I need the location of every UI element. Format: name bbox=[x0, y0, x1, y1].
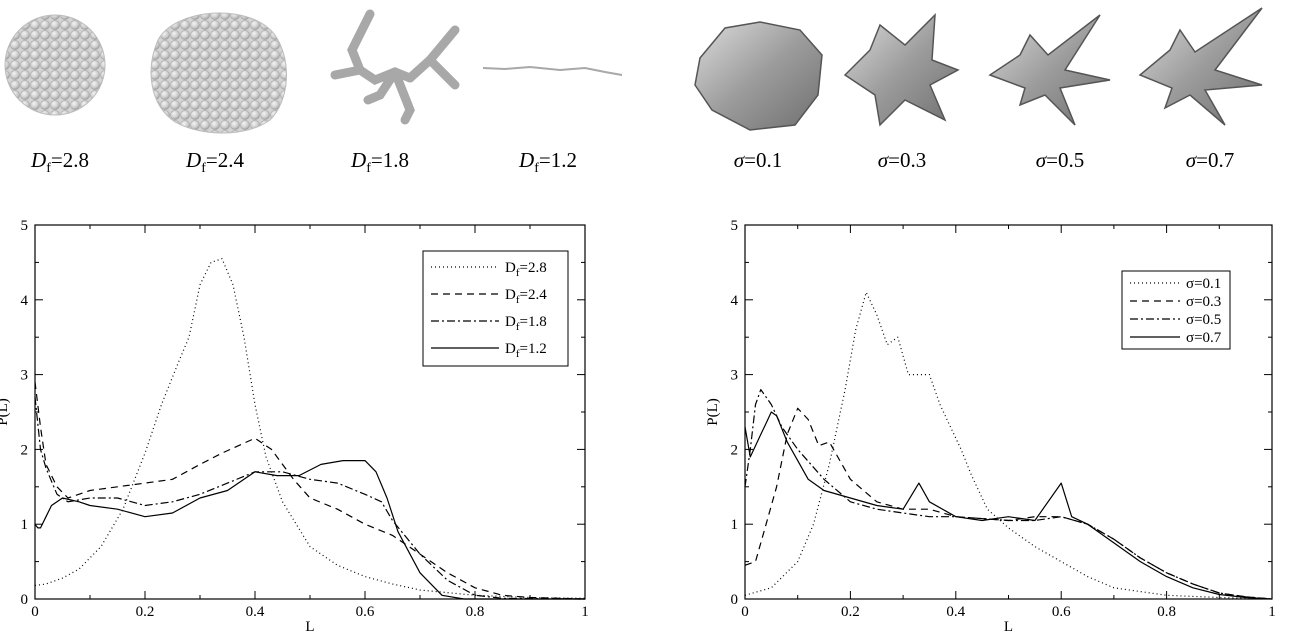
y-tick-label: 2 bbox=[21, 442, 29, 458]
y-tick-label: 0 bbox=[731, 592, 739, 608]
y-tick-label: 3 bbox=[21, 368, 29, 384]
legend-entry: σ=0.3 bbox=[1186, 294, 1221, 310]
x-tick-label: 0.4 bbox=[246, 604, 265, 620]
x-tick-label: 1 bbox=[1268, 604, 1276, 620]
legend-entry: Df=1.8 bbox=[505, 314, 547, 333]
y-tick-label: 4 bbox=[21, 293, 29, 309]
y-axis-label: P(L) bbox=[705, 398, 721, 426]
x-tick-label: 0.6 bbox=[356, 604, 375, 620]
x-axis-label: L bbox=[305, 619, 314, 635]
legend: Df=2.8 Df=2.4 Df=1.8 Df=1.2 bbox=[422, 250, 569, 367]
y-tick-label: 4 bbox=[731, 293, 739, 309]
legend-box bbox=[1121, 270, 1231, 350]
series-line-4 bbox=[744, 411, 1273, 600]
x-tick-label: 0.2 bbox=[841, 604, 860, 620]
y-tick-label: 0 bbox=[21, 592, 29, 608]
series-line-3 bbox=[34, 396, 586, 600]
legend-box bbox=[422, 250, 569, 367]
legend-entry: σ=0.7 bbox=[1186, 330, 1222, 346]
y-axis-label: P(L) bbox=[0, 398, 11, 426]
aggregate-image-df-2-4 bbox=[150, 12, 287, 134]
legend-entry: Df=1.2 bbox=[505, 341, 547, 360]
caption-df-1-2: Df=1.2 bbox=[519, 148, 577, 177]
y-tick-label: 1 bbox=[21, 517, 29, 533]
caption-sigma-0-1: σ=0.1 bbox=[733, 148, 783, 172]
y-tick-label: 5 bbox=[21, 218, 29, 234]
chart-sigma: 0 0.2 0.4 0.6 0.8 1 0 1 2 3 4 5 L P(L) σ=0.1 σ=0.3 σ=0.5… bbox=[705, 218, 1276, 635]
caption-df-2-4: Df=2.4 bbox=[186, 148, 244, 177]
legend-entry: Df=2.4 bbox=[505, 287, 547, 306]
caption-df-1-8: Df=1.8 bbox=[351, 148, 409, 177]
x-tick-label: 0.4 bbox=[946, 604, 965, 620]
chart-df: 0 0.2 0.4 0.6 0.8 1012345LP(L)Df=2.8Df=2.4Df=… bbox=[0, 218, 589, 635]
x-tick-label: 0.8 bbox=[466, 604, 485, 620]
x-tick-label: 1 bbox=[581, 604, 589, 620]
caption-sigma-0-7: σ=0.7 bbox=[1185, 148, 1235, 172]
y-tick-label: 3 bbox=[731, 368, 739, 384]
crystal-image-sigma-0-1 bbox=[694, 21, 823, 131]
y-tick-label: 5 bbox=[731, 218, 739, 234]
x-tick-label: 0 bbox=[741, 604, 749, 620]
x-tick-label: 0.6 bbox=[1052, 604, 1071, 620]
x-tick-label: 0 bbox=[31, 604, 39, 620]
crystal-image-sigma-0-5 bbox=[988, 14, 1111, 126]
thumbnail-images bbox=[4, 7, 1263, 134]
legend-entry: Df=2.8 bbox=[505, 260, 547, 279]
thumbnail-row: Df=2.8 Df=2.4 Df=1.8 Df=1.2 σ=0.1 σ=0.3 … bbox=[0, 0, 1296, 185]
legend-entry: σ=0.1 bbox=[1186, 276, 1221, 292]
y-tick-label: 1 bbox=[731, 517, 739, 533]
aggregate-image-df-2-8 bbox=[4, 14, 106, 116]
series-line-2 bbox=[34, 382, 586, 600]
aggregate-image-df-1-8 bbox=[330, 9, 460, 125]
legend: σ=0.1 σ=0.3 σ=0.5 σ=0.7 bbox=[1121, 270, 1231, 350]
aggregate-image-df-1-2 bbox=[482, 65, 623, 76]
caption-sigma-0-5: σ=0.5 bbox=[1035, 148, 1085, 172]
x-axis-label: L bbox=[1004, 619, 1013, 635]
x-tick-label: 0.2 bbox=[136, 604, 155, 620]
series-line-1 bbox=[744, 291, 1273, 600]
crystal-image-sigma-0-7 bbox=[1138, 7, 1263, 126]
series-line-4 bbox=[34, 460, 585, 600]
series-line-2 bbox=[744, 407, 1273, 600]
caption-df-2-8: Df=2.8 bbox=[31, 148, 89, 177]
caption-sigma-0-3: σ=0.3 bbox=[877, 148, 927, 172]
series-line-3 bbox=[744, 389, 1273, 600]
y-tick-label: 2 bbox=[731, 442, 739, 458]
x-tick-label: 0.8 bbox=[1157, 604, 1176, 620]
legend-entry: σ=0.5 bbox=[1186, 312, 1221, 328]
crystal-image-sigma-0-3 bbox=[843, 13, 960, 127]
